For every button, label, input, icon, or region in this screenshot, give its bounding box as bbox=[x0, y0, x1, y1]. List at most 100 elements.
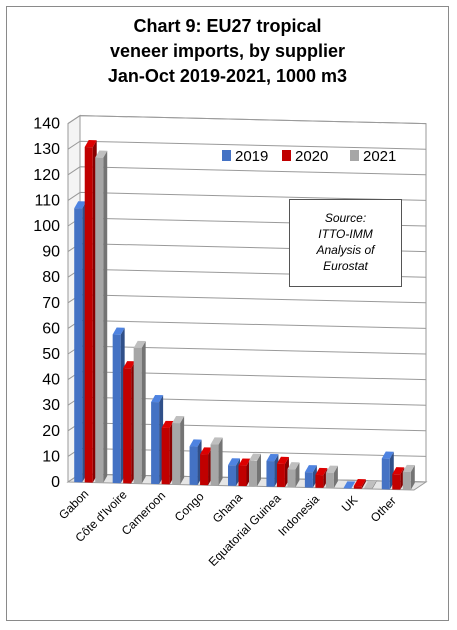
gridline bbox=[67, 166, 427, 176]
gridline bbox=[67, 140, 427, 150]
legend-swatch bbox=[350, 150, 359, 161]
bar bbox=[228, 458, 240, 486]
chart-title-line-3: Jan-Oct 2019-2021, 1000 m3 bbox=[107, 66, 348, 86]
chart-title: Chart 9: EU27 tropical veneer imports, b… bbox=[6, 14, 449, 89]
legend-label: 2020 bbox=[295, 148, 328, 165]
bar-front bbox=[325, 472, 334, 489]
bar bbox=[200, 447, 213, 486]
bar-front bbox=[189, 446, 198, 485]
y-tick-label: 130 bbox=[33, 141, 60, 158]
legend-label: 2019 bbox=[235, 148, 268, 165]
bar-top bbox=[392, 467, 405, 475]
source-line-4: Eurostat bbox=[323, 259, 368, 273]
bar bbox=[325, 465, 338, 489]
bar-side bbox=[257, 453, 261, 487]
bar bbox=[210, 437, 223, 486]
bar-front bbox=[210, 444, 219, 486]
chart-title-line-1: Chart 9: EU27 tropical bbox=[133, 16, 322, 36]
y-tick-label: 0 bbox=[51, 474, 60, 491]
bar-front bbox=[249, 460, 257, 487]
gridline bbox=[67, 191, 427, 201]
source-line-1: Source: bbox=[324, 211, 367, 225]
bar-front bbox=[392, 474, 401, 490]
bar-front bbox=[315, 474, 324, 488]
bar-top bbox=[133, 340, 146, 349]
bar-front bbox=[161, 427, 170, 485]
legend-swatch bbox=[222, 150, 231, 161]
y-tick-label: 40 bbox=[42, 372, 60, 389]
bar-top bbox=[315, 467, 328, 476]
bar-side bbox=[180, 416, 185, 485]
bar-front bbox=[172, 422, 181, 485]
bar-top bbox=[381, 451, 394, 459]
bar bbox=[189, 439, 202, 485]
bar bbox=[315, 467, 328, 488]
bar-side bbox=[361, 479, 366, 489]
bar-top bbox=[74, 201, 87, 209]
bar bbox=[161, 420, 174, 485]
bar-side bbox=[372, 480, 377, 490]
chart-title-line-2: veneer imports, by supplier bbox=[109, 41, 346, 61]
legend: 2019 2020 2021 bbox=[222, 148, 396, 165]
bar bbox=[151, 395, 164, 485]
bar-front bbox=[133, 347, 142, 484]
bar-side bbox=[103, 150, 108, 483]
bar bbox=[172, 415, 185, 485]
bar-top bbox=[343, 481, 356, 489]
y-tick-label: 10 bbox=[42, 448, 60, 465]
bar-front bbox=[353, 486, 362, 489]
source-annotation: Source: ITTO-IMM Analysis of Eurostat bbox=[289, 199, 402, 287]
bar bbox=[238, 458, 251, 487]
bar-front bbox=[200, 454, 209, 486]
x-category-label: UK bbox=[339, 493, 361, 515]
x-category-label: Gabon bbox=[56, 487, 91, 522]
y-tick-label: 120 bbox=[33, 167, 60, 184]
x-category-label: Other bbox=[368, 494, 399, 525]
y-tick-label: 140 bbox=[33, 116, 60, 133]
bar-front bbox=[228, 465, 236, 486]
bar-top bbox=[95, 150, 108, 158]
bar-top bbox=[325, 465, 338, 473]
bar-top bbox=[210, 437, 223, 445]
y-tick-label: 90 bbox=[42, 244, 60, 261]
bar bbox=[287, 462, 300, 488]
bar-top bbox=[249, 453, 261, 461]
y-tick-label: 110 bbox=[34, 192, 60, 209]
x-category-label: Indonesia bbox=[275, 492, 322, 539]
source-line-2: ITTO-IMM bbox=[318, 227, 373, 241]
bar bbox=[381, 451, 394, 490]
bar bbox=[95, 150, 108, 483]
bar-top bbox=[200, 447, 213, 455]
bar-front bbox=[95, 157, 104, 483]
x-category-label: Congo bbox=[172, 489, 207, 524]
bar bbox=[123, 361, 136, 484]
bar-top bbox=[161, 420, 174, 429]
bar-top bbox=[287, 462, 300, 470]
y-tick-label: 60 bbox=[42, 320, 60, 337]
bar-front bbox=[266, 460, 275, 487]
bar bbox=[249, 453, 261, 487]
source-line-3: Analysis of bbox=[316, 243, 375, 257]
bar-top bbox=[304, 465, 317, 473]
bar-side bbox=[218, 437, 223, 486]
bar bbox=[84, 140, 97, 483]
x-category-label: Ghana bbox=[210, 490, 246, 526]
y-axis-tick-labels: 0 10 20 30 40 50 60 70 80 90 100 110 120 130 140 bbox=[33, 116, 60, 491]
bar-top bbox=[112, 327, 125, 335]
bar-top bbox=[276, 456, 289, 464]
bar-front bbox=[123, 368, 132, 484]
bar-side bbox=[295, 462, 300, 488]
y-tick-label: 100 bbox=[33, 218, 60, 235]
y-tick-label: 20 bbox=[42, 423, 60, 440]
bar-side bbox=[410, 465, 415, 490]
legend-label: 2021 bbox=[363, 148, 396, 165]
bar-front bbox=[287, 469, 296, 488]
bar-front bbox=[304, 472, 313, 488]
gridline bbox=[67, 115, 427, 125]
bar bbox=[276, 456, 289, 488]
bar-front bbox=[381, 458, 390, 490]
bar-top bbox=[151, 395, 164, 403]
bar-top bbox=[266, 453, 279, 462]
bar-front bbox=[238, 465, 247, 487]
